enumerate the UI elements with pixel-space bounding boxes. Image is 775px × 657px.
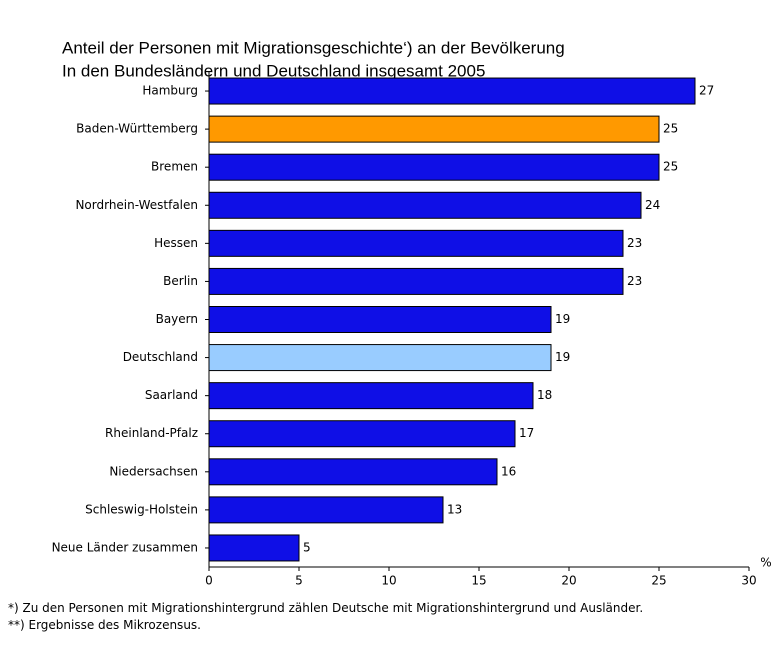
bar — [208, 306, 552, 333]
x-tick-label: 5 — [295, 574, 303, 588]
x-tick-label: 30 — [741, 574, 756, 588]
value-label: 17 — [519, 426, 534, 440]
x-tick-label: 20 — [561, 574, 576, 588]
value-label: 19 — [555, 312, 570, 326]
bar — [208, 229, 624, 257]
y-tick-label: Nordrhein-Westfalen — [75, 198, 198, 212]
x-tick-label: 10 — [381, 574, 396, 588]
y-tick-label: Niedersachsen — [109, 464, 198, 478]
value-label: 13 — [447, 502, 462, 516]
value-label: 25 — [663, 122, 678, 136]
y-tick-label: Neue Länder zusammen — [52, 540, 198, 554]
bar — [208, 382, 534, 410]
x-axis-label: % — [760, 556, 771, 570]
value-label: 18 — [537, 388, 552, 402]
chart: Anteil der Personen mit Migrationsgeschi… — [52, 38, 772, 588]
y-tick-label: Berlin — [163, 274, 198, 288]
value-label: 25 — [663, 160, 678, 174]
value-label: 5 — [303, 540, 311, 554]
y-tick-label: Bremen — [151, 160, 198, 174]
footnote: **) Ergebnisse des Mikrozensus. — [8, 618, 201, 632]
y-tick-label: Baden-Württemberg — [76, 122, 198, 136]
bar — [208, 191, 642, 219]
bar — [208, 344, 552, 372]
y-tick-label: Bayern — [156, 312, 198, 326]
value-label: 23 — [627, 274, 642, 288]
bar — [208, 267, 624, 295]
x-tick-label: 0 — [205, 574, 213, 588]
value-label: 23 — [627, 236, 642, 250]
bar — [208, 458, 498, 486]
bar — [208, 496, 444, 524]
x-tick-label: 25 — [651, 574, 666, 588]
chart-subtitle: In den Bundesländern und Deutschland ins… — [62, 61, 485, 80]
value-label: 24 — [645, 198, 660, 212]
bar — [208, 534, 300, 562]
y-tick-label: Rheinland-Pfalz — [105, 426, 198, 440]
y-tick-label: Hamburg — [142, 84, 198, 98]
bar — [208, 77, 696, 105]
y-tick-label: Schleswig-Holstein — [85, 502, 198, 516]
bar — [208, 153, 660, 181]
footnotes: *) Zu den Personen mit Migrationshinterg… — [8, 600, 748, 634]
chart-title: Anteil der Personen mit Migrationsgeschi… — [62, 38, 565, 57]
value-label: 19 — [555, 350, 570, 364]
y-tick-label: Saarland — [145, 388, 198, 402]
y-tick-label: Hessen — [154, 236, 198, 250]
bar — [208, 115, 660, 143]
y-tick-label: Deutschland — [123, 350, 198, 364]
x-tick-label: 15 — [471, 574, 486, 588]
bar — [208, 420, 516, 448]
value-label: 16 — [501, 464, 516, 478]
value-label: 27 — [699, 84, 714, 98]
footnote: *) Zu den Personen mit Migrationshinterg… — [8, 601, 644, 615]
